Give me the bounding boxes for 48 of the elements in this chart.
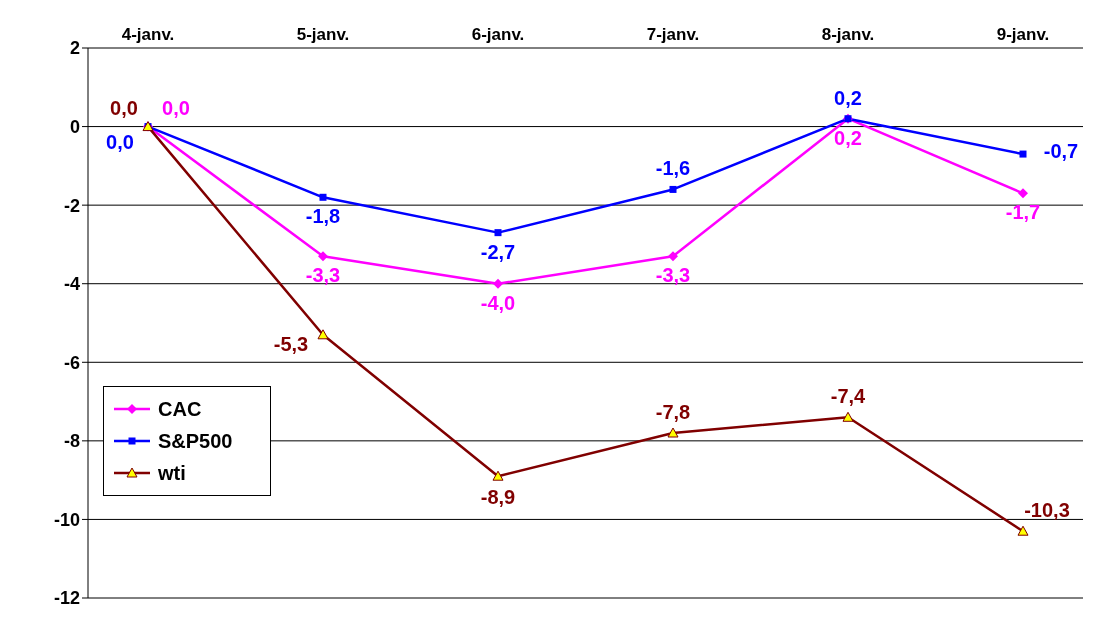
- point: [319, 193, 327, 201]
- data-label: -0,7: [1043, 140, 1079, 163]
- data-label: -3,3: [305, 264, 341, 287]
- data-label: 0,2: [834, 86, 862, 109]
- data-label: -1,8: [305, 205, 341, 228]
- x-tick-label: 7-janv.: [646, 25, 700, 44]
- data-label: -7,4: [830, 385, 867, 408]
- point: [667, 427, 679, 438]
- x-tick-label: 9-janv.: [996, 25, 1050, 44]
- point: [842, 411, 854, 422]
- data-label: 0,0: [106, 130, 134, 153]
- data-label: -4,0: [480, 291, 516, 314]
- x-tick-label: 4-janv.: [121, 25, 175, 44]
- data-label: 0,2: [834, 126, 862, 149]
- point: [493, 278, 503, 289]
- data-label: -1,6: [655, 157, 691, 180]
- data-label: -10,3: [1024, 499, 1070, 522]
- y-tick-label: -2: [63, 195, 80, 216]
- point: [318, 251, 328, 262]
- legend-label: S&P500: [158, 429, 233, 454]
- data-label: -5,3: [273, 332, 309, 355]
- y-tick-label: -12: [53, 588, 80, 609]
- data-label: -1,7: [1005, 201, 1041, 224]
- x-tick-label: 6-janv.: [471, 25, 525, 44]
- legend-label: wti: [158, 461, 186, 486]
- y-tick-label: -10: [53, 509, 80, 530]
- data-label: -7,8: [655, 401, 691, 423]
- point: [1017, 525, 1029, 536]
- point: [492, 470, 504, 481]
- data-label: -8,9: [480, 486, 516, 509]
- legend-label: CAC: [158, 397, 202, 422]
- y-tick-label: 2: [69, 38, 80, 59]
- y-tick-label: -4: [63, 274, 80, 295]
- data-label: -3,3: [655, 264, 691, 287]
- data-label: -2,7: [480, 240, 516, 263]
- point: [494, 229, 502, 237]
- y-tick-label: -6: [63, 352, 80, 373]
- y-tick-label: -8: [63, 431, 80, 452]
- y-tick-label: 0: [69, 116, 80, 137]
- x-tick-label: 8-janv.: [821, 25, 875, 44]
- point: [669, 185, 677, 193]
- data-label: 0,0: [110, 96, 138, 119]
- point: [1018, 188, 1028, 199]
- x-tick-label: 5-janv.: [296, 25, 350, 44]
- point: [1019, 150, 1027, 158]
- point: [317, 329, 329, 340]
- point: [668, 251, 678, 262]
- data-label: 0,0: [162, 96, 190, 119]
